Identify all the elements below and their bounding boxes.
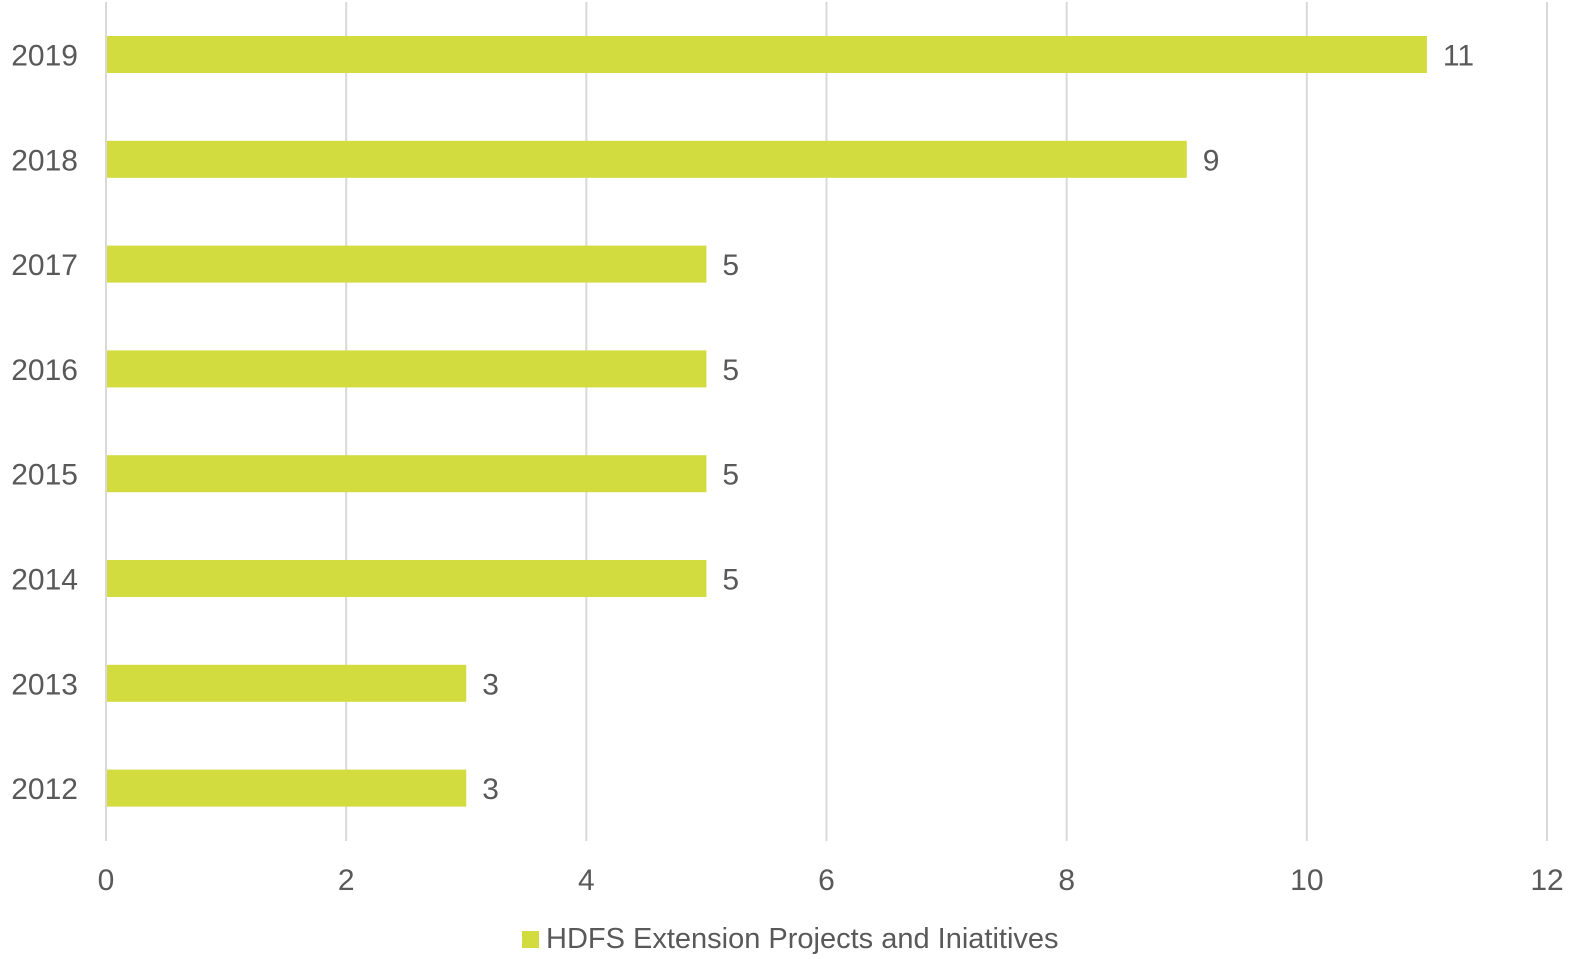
x-tick-label-0: 0 (98, 864, 115, 897)
bar-2012 (107, 769, 467, 807)
y-tick-label-2017: 2017 (11, 249, 78, 282)
data-label-2014: 5 (722, 564, 739, 597)
data-label-2015: 5 (722, 459, 739, 492)
gridlines (105, 2, 1548, 841)
data-label-2012: 3 (482, 773, 499, 806)
x-axis-labels: 0 2 4 6 8 10 12 (98, 864, 1564, 897)
y-tick-label-2015: 2015 (11, 459, 78, 492)
data-label-2016: 5 (722, 354, 739, 387)
bar-2014 (107, 560, 707, 597)
x-tick-label-10: 10 (1290, 864, 1323, 897)
bars (107, 36, 1427, 807)
bar-2018 (107, 140, 1187, 178)
x-tick-label-8: 8 (1058, 864, 1075, 897)
data-label-2013: 3 (482, 668, 499, 701)
y-tick-label-2012: 2012 (11, 773, 78, 806)
x-tick-label-2: 2 (338, 864, 355, 897)
legend-swatch (522, 931, 539, 948)
bar-2015 (107, 455, 707, 493)
x-tick-label-12: 12 (1530, 864, 1563, 897)
y-tick-label-2016: 2016 (11, 354, 78, 387)
y-tick-label-2019: 2019 (11, 40, 78, 73)
y-axis-labels: 2019 2018 2017 2016 2015 2014 2013 2012 (11, 40, 78, 807)
bar-2017 (107, 245, 707, 283)
bar-2013 (107, 664, 467, 702)
legend-label: HDFS Extension Projects and Iniatitives (546, 923, 1059, 955)
x-tick-label-6: 6 (818, 864, 835, 897)
y-tick-label-2014: 2014 (11, 564, 78, 597)
data-label-2018: 9 (1203, 144, 1220, 177)
y-tick-label-2013: 2013 (11, 668, 78, 701)
x-tick-label-4: 4 (578, 864, 595, 897)
legend: HDFS Extension Projects and Iniatitives (522, 923, 1059, 955)
data-label-2019: 11 (1443, 40, 1474, 73)
data-labels: 11 9 5 5 5 5 3 3 (482, 40, 1474, 807)
bar-2019 (107, 36, 1427, 73)
bar-2016 (107, 350, 707, 388)
data-label-2017: 5 (722, 249, 739, 282)
y-tick-label-2018: 2018 (11, 144, 78, 177)
